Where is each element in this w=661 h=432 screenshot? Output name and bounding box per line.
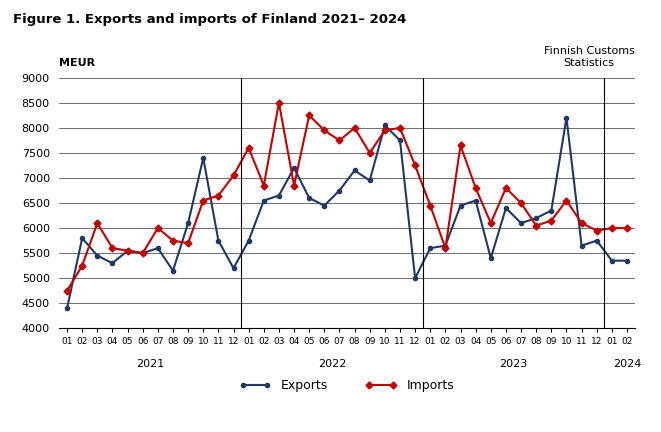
Exports [93, 253, 101, 258]
Exports [336, 188, 344, 193]
Exports [108, 260, 116, 266]
Imports [502, 185, 510, 191]
Exports [442, 243, 449, 248]
Exports [623, 258, 631, 263]
Text: 2022: 2022 [318, 359, 346, 369]
Text: MEUR: MEUR [59, 58, 96, 68]
Exports [381, 123, 389, 128]
Imports [442, 245, 449, 251]
Imports [108, 245, 116, 251]
Text: 2021: 2021 [136, 359, 165, 369]
Exports [305, 195, 313, 200]
Imports [169, 238, 177, 243]
Exports [608, 258, 616, 263]
Imports [623, 226, 631, 231]
Imports [563, 198, 570, 203]
Exports [321, 203, 329, 208]
Exports [593, 238, 601, 243]
Imports [381, 128, 389, 133]
Imports [532, 223, 540, 228]
Imports [63, 288, 71, 293]
Exports [290, 165, 298, 171]
Imports [78, 263, 86, 268]
Line: Exports: Exports [65, 116, 629, 310]
Text: Figure 1. Exports and imports of Finland 2021– 2024: Figure 1. Exports and imports of Finland… [13, 13, 407, 26]
Exports [139, 251, 147, 256]
Exports [532, 216, 540, 221]
Imports [290, 183, 298, 188]
Exports [199, 156, 207, 161]
Exports [229, 266, 237, 271]
Exports [563, 115, 570, 121]
Exports [547, 208, 555, 213]
Exports [350, 168, 358, 173]
Imports [321, 128, 329, 133]
Imports [336, 138, 344, 143]
Imports [547, 218, 555, 223]
Exports [260, 198, 268, 203]
Imports [593, 228, 601, 233]
Imports [411, 163, 419, 168]
Exports [169, 268, 177, 273]
Imports [305, 113, 313, 118]
Imports [229, 173, 237, 178]
Imports [124, 248, 132, 253]
Imports [350, 125, 358, 130]
Exports [366, 178, 373, 183]
Exports [275, 193, 283, 198]
Imports [426, 203, 434, 208]
Imports [366, 150, 373, 156]
Imports [486, 220, 494, 226]
Legend: Exports, Imports: Exports, Imports [235, 374, 459, 397]
Imports [184, 241, 192, 246]
Imports [154, 226, 162, 231]
Imports [608, 226, 616, 231]
Imports [472, 185, 480, 191]
Exports [517, 220, 525, 226]
Imports [275, 100, 283, 105]
Exports [578, 243, 586, 248]
Line: Imports: Imports [65, 100, 629, 293]
Exports [486, 256, 494, 261]
Exports [154, 245, 162, 251]
Exports [502, 206, 510, 211]
Exports [396, 138, 404, 143]
Imports [245, 145, 253, 150]
Exports [124, 248, 132, 253]
Exports [457, 203, 465, 208]
Text: 2024: 2024 [613, 359, 641, 369]
Exports [184, 220, 192, 226]
Imports [199, 198, 207, 203]
Imports [396, 125, 404, 130]
Exports [78, 235, 86, 241]
Exports [214, 238, 222, 243]
Exports [411, 276, 419, 281]
Imports [517, 200, 525, 206]
Exports [63, 306, 71, 311]
Imports [139, 251, 147, 256]
Imports [214, 193, 222, 198]
Exports [245, 238, 253, 243]
Exports [472, 198, 480, 203]
Text: 2023: 2023 [499, 359, 527, 369]
Text: Finnish Customs
Statistics: Finnish Customs Statistics [544, 46, 635, 68]
Exports [426, 245, 434, 251]
Imports [578, 220, 586, 226]
Imports [93, 220, 101, 226]
Imports [260, 183, 268, 188]
Imports [457, 143, 465, 148]
